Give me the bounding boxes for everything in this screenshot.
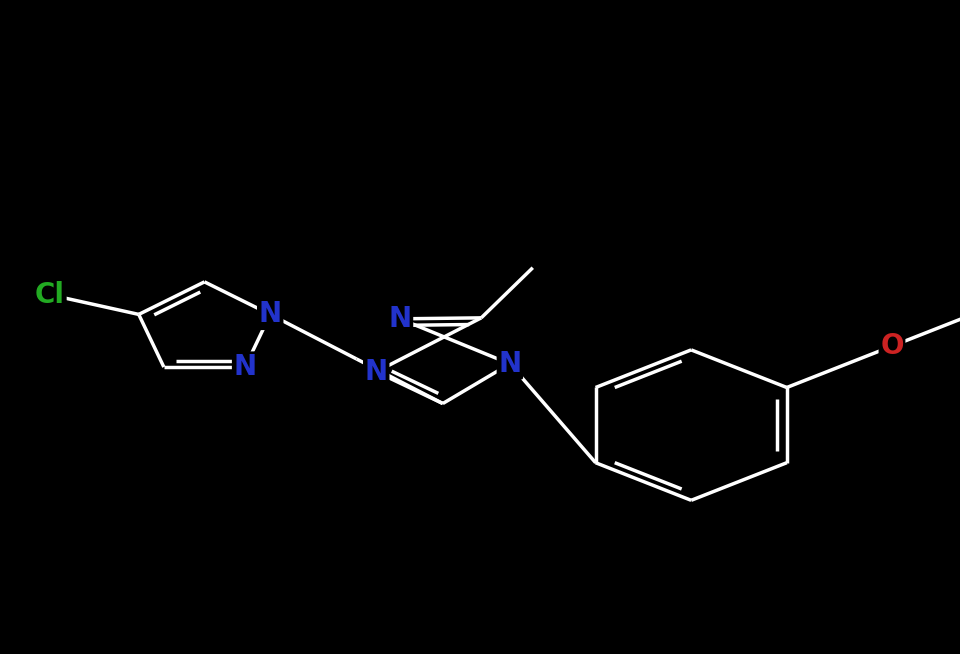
Text: N: N (233, 353, 256, 381)
Text: N: N (365, 358, 388, 386)
Text: O: O (880, 332, 903, 360)
Text: N: N (498, 350, 521, 378)
Text: Cl: Cl (35, 281, 65, 309)
Text: N: N (389, 305, 412, 333)
Text: N: N (258, 300, 282, 328)
